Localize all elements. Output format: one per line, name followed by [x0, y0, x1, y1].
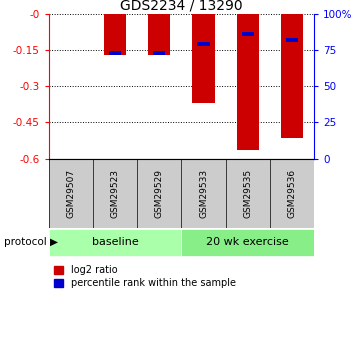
Bar — [237, 14, 259, 150]
Bar — [192, 14, 214, 103]
Text: 20 wk exercise: 20 wk exercise — [206, 237, 289, 247]
Bar — [242, 32, 254, 36]
Bar — [148, 14, 170, 55]
Text: GSM29507: GSM29507 — [66, 169, 75, 218]
Text: GSM29535: GSM29535 — [243, 169, 252, 218]
FancyBboxPatch shape — [182, 229, 314, 256]
Text: GSM29529: GSM29529 — [155, 169, 164, 218]
Legend: log2 ratio, percentile rank within the sample: log2 ratio, percentile rank within the s… — [53, 265, 236, 288]
Bar — [286, 38, 298, 42]
Bar — [104, 14, 126, 55]
Title: GDS2234 / 13290: GDS2234 / 13290 — [120, 0, 243, 13]
Bar — [153, 51, 165, 55]
Text: GSM29523: GSM29523 — [110, 169, 119, 218]
Text: baseline: baseline — [92, 237, 139, 247]
Bar — [109, 51, 121, 55]
Text: protocol ▶: protocol ▶ — [4, 237, 58, 247]
Bar — [281, 14, 303, 138]
Text: GSM29533: GSM29533 — [199, 169, 208, 218]
Text: GSM29536: GSM29536 — [287, 169, 296, 218]
Bar — [197, 42, 210, 47]
FancyBboxPatch shape — [49, 229, 182, 256]
